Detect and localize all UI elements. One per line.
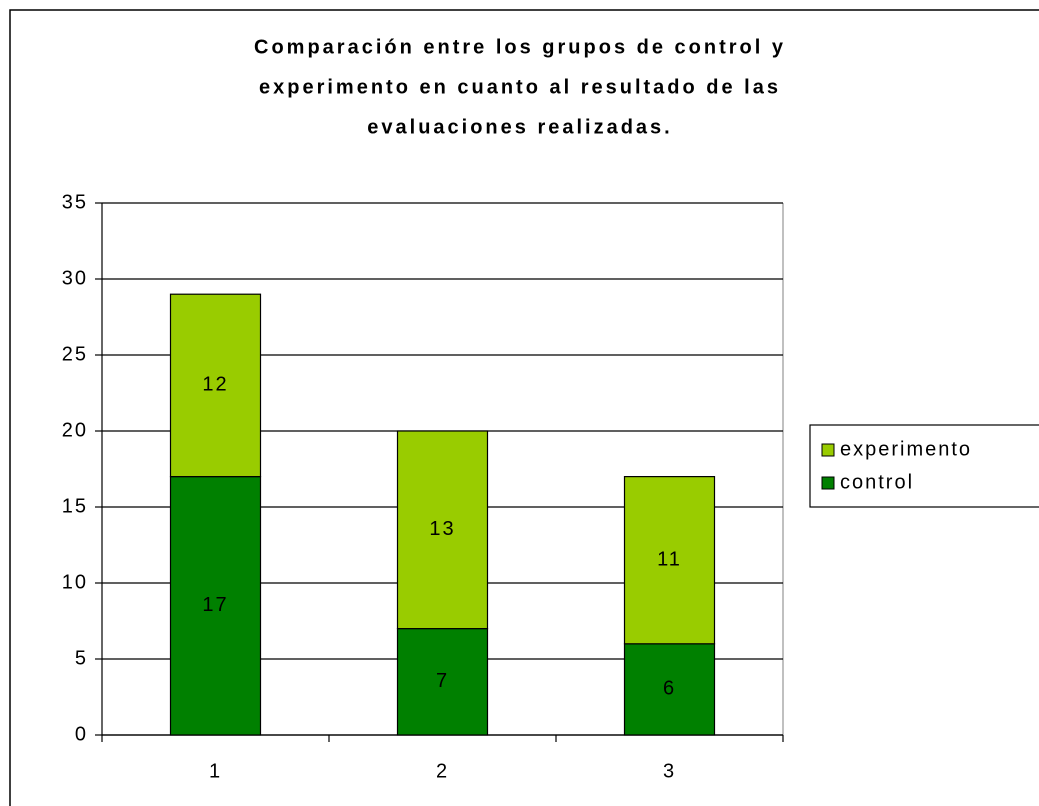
bar-segment: [396, 627, 489, 736]
chart-title: evaluaciones realizadas.: [367, 116, 672, 138]
bar-segment: [396, 430, 489, 630]
bar-segment: [623, 476, 716, 645]
legend-swatch: [821, 443, 835, 457]
y-tick-label: 15: [62, 495, 88, 517]
bar-segment: [623, 643, 716, 736]
y-tick-label: 25: [62, 343, 88, 365]
data-label: 7: [436, 670, 449, 692]
data-label: 13: [429, 518, 455, 540]
y-tick-label: 0: [75, 723, 88, 745]
bar-segment: [169, 293, 262, 478]
bar-segment: [169, 476, 262, 736]
legend-swatch: [821, 476, 835, 490]
y-tick-label: 5: [75, 647, 88, 669]
x-tick-label: 3: [663, 760, 676, 782]
data-label: 6: [663, 678, 676, 700]
x-tick-label: 2: [436, 760, 449, 782]
y-tick-label: 30: [62, 267, 88, 289]
legend-label: control: [840, 471, 914, 493]
y-tick-label: 35: [62, 191, 88, 213]
y-tick-label: 10: [62, 571, 88, 593]
y-tick-label: 20: [62, 419, 88, 441]
data-label: 11: [657, 548, 682, 570]
legend-label: experimento: [840, 438, 972, 460]
x-tick-label: 1: [209, 760, 222, 782]
legend-box: [809, 424, 1039, 508]
data-label: 17: [202, 594, 228, 616]
data-label: 12: [202, 374, 228, 396]
chart-title: experimento en cuanto al resultado de la…: [259, 76, 781, 98]
chart-title: Comparación entre los grupos de control …: [254, 36, 786, 58]
